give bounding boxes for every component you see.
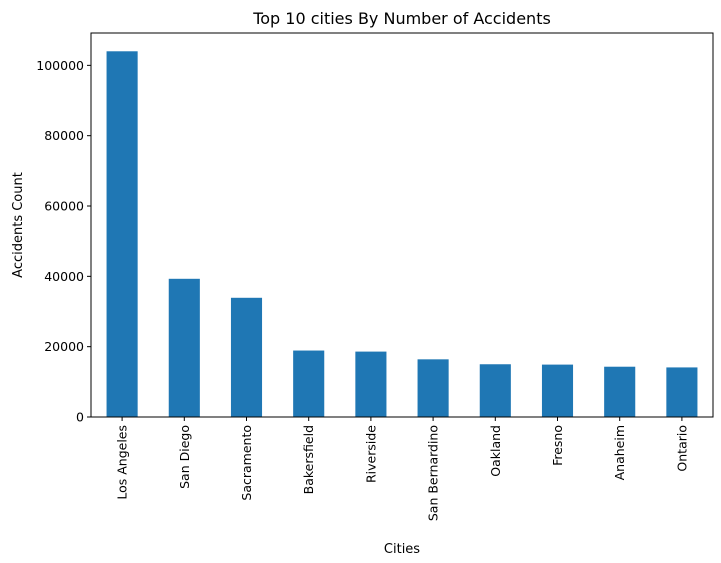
x-tick-label: Los Angeles <box>115 425 130 500</box>
y-axis-label: Accidents Count <box>11 172 26 278</box>
bar-fresno <box>541 364 574 417</box>
x-tick-label: San Diego <box>177 425 192 489</box>
x-tick-label: Sacramento <box>239 425 254 501</box>
x-tick-label: San Bernardino <box>426 425 441 521</box>
x-tick-label: Anaheim <box>612 425 627 480</box>
bars-group <box>106 51 698 418</box>
x-tick-label: Fresno <box>550 425 565 466</box>
x-tick-label: Bakersfield <box>301 425 316 494</box>
x-axis-label: Cities <box>384 542 420 557</box>
x-axis-ticks: Los Angeles San Diego Sacramento Bakersfiel… <box>115 417 689 521</box>
x-tick-label: Riverside <box>363 425 378 483</box>
y-tick-label: 60000 <box>44 199 84 214</box>
bar-ontario <box>666 367 698 417</box>
y-tick-label: 0 <box>76 410 84 425</box>
bar-sacramento <box>230 297 263 417</box>
bar-oakland <box>479 364 511 417</box>
y-tick-label: 80000 <box>44 128 84 143</box>
bar-los-angeles <box>106 51 138 418</box>
x-tick-label: Oakland <box>488 425 503 477</box>
bar-anaheim <box>604 366 636 417</box>
bar-san-bernardino <box>417 359 449 417</box>
y-tick-label: 100000 <box>36 58 84 73</box>
y-tick-label: 20000 <box>44 339 84 354</box>
bar-san-diego <box>168 278 200 417</box>
chart-title: Top 10 cities By Number of Accidents <box>252 9 551 28</box>
x-tick-label: Ontario <box>674 425 689 472</box>
bar-riverside <box>355 351 387 417</box>
bar-bakersfield <box>293 350 325 417</box>
plot-frame <box>90 32 714 418</box>
y-axis-ticks: 0 20000 40000 60000 80000 100000 <box>36 58 91 425</box>
y-tick-label: 40000 <box>44 269 84 284</box>
